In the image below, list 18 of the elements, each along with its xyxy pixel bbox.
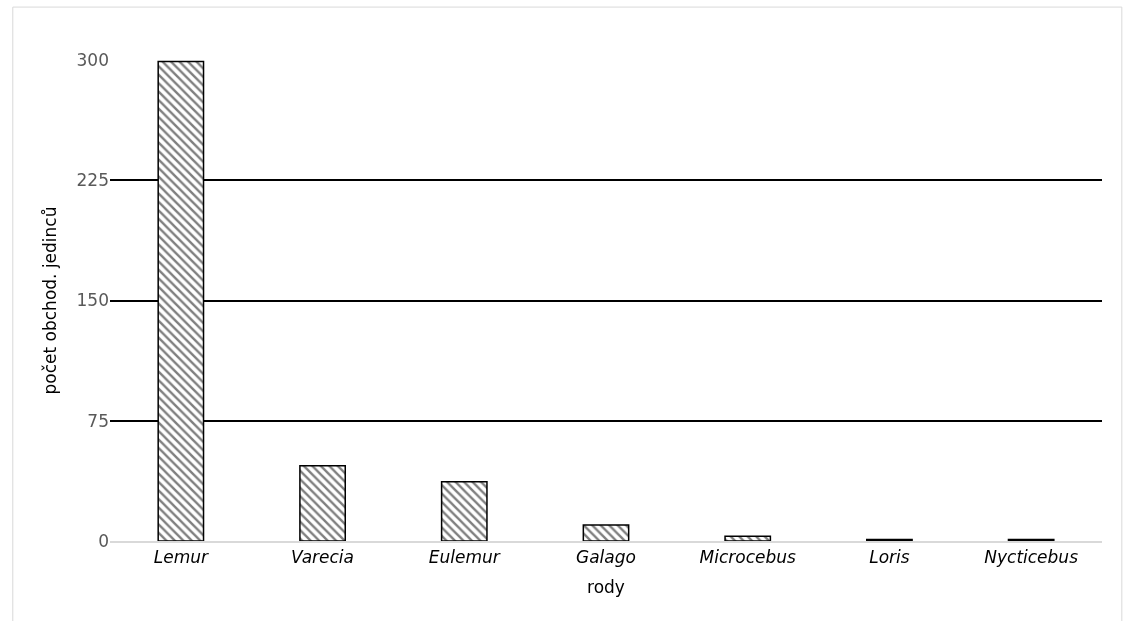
- bar: [299, 464, 346, 541]
- x-tick-label: Lemur: [153, 547, 209, 568]
- x-axis-title: rody: [587, 577, 625, 598]
- y-tick-label: 225: [76, 170, 109, 191]
- x-tick-label: Eulemur: [428, 547, 501, 568]
- bar: [440, 480, 488, 541]
- x-tick-label: Loris: [869, 547, 910, 568]
- x-tick-label: Varecia: [291, 547, 355, 568]
- x-tick-label: Nycticebus: [984, 547, 1079, 568]
- bar: [582, 524, 630, 541]
- x-tick-label: Microcebus: [699, 547, 797, 568]
- y-tick-label: 150: [76, 290, 109, 311]
- y-tick-label: 0: [98, 530, 109, 551]
- y-axis-title: počet obchod. jedinců: [40, 206, 61, 395]
- y-tick-label: 75: [87, 410, 109, 431]
- y-tick-label: 300: [76, 49, 109, 70]
- bar: [724, 535, 772, 541]
- x-tick-label: Galago: [576, 547, 636, 568]
